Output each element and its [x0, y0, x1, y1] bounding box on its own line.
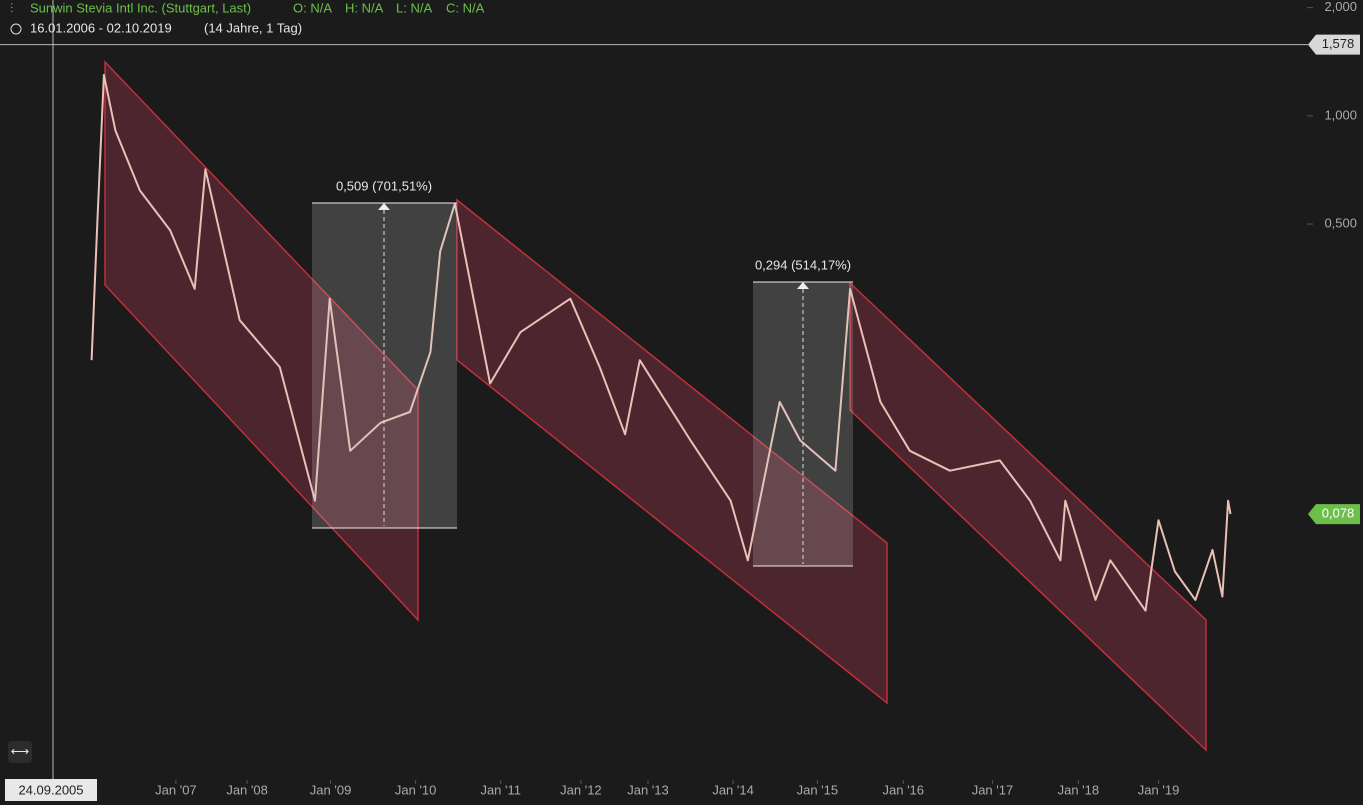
arrow-head: [797, 282, 809, 289]
x-tick-label: Jan '15: [797, 782, 839, 797]
ohlc: O: N/A: [293, 0, 332, 15]
price-line: [90, 73, 1232, 612]
clock-icon: [10, 23, 22, 35]
x-tick-label: Jan '08: [226, 782, 268, 797]
measure-label: 0,509 (701,51%): [336, 178, 432, 193]
scroll-icon: ⟷: [11, 743, 30, 758]
date-range: 16.01.2006 - 02.10.2019: [30, 20, 172, 35]
arrow-head: [378, 203, 390, 210]
x-tick-label: Jan '18: [1058, 782, 1100, 797]
x-tick-label: Jan '10: [395, 782, 437, 797]
crosshair-label: 24.09.2005: [18, 782, 83, 797]
icon: ⫶: [10, 0, 13, 15]
duration: (14 Jahre, 1 Tag): [204, 20, 302, 35]
x-tick-label: Jan '17: [972, 782, 1014, 797]
crosshair-tag: [5, 779, 97, 801]
x-tick-label: Jan '09: [310, 782, 352, 797]
y-tick-label: 0,500: [1324, 215, 1357, 230]
ohlc: L: N/A: [396, 0, 432, 15]
ohlc: C: N/A: [446, 0, 485, 15]
scroll-button[interactable]: [8, 741, 32, 763]
trend-channel: [849, 281, 1207, 752]
x-tick-label: Jan '14: [712, 782, 754, 797]
y-tick-label: 1,000: [1324, 107, 1357, 122]
price-tag-label: 0,078: [1322, 506, 1355, 521]
ohlc: H: N/A: [345, 0, 384, 15]
measure-label: 0,294 (514,17%): [755, 257, 851, 272]
x-tick-label: Jan '12: [560, 782, 602, 797]
x-tick-label: Jan '11: [480, 782, 521, 797]
x-tick-label: Jan '07: [155, 782, 197, 797]
x-tick-label: Jan '13: [627, 782, 669, 797]
price-tag: [1308, 504, 1360, 525]
price-tag: [1308, 34, 1360, 55]
x-tick-label: Jan '19: [1138, 782, 1180, 797]
trend-channel: [104, 60, 419, 622]
title: Sunwin Stevia Intl Inc. (Stuttgart, Last…: [30, 0, 251, 15]
y-tick-label: 2,000: [1324, 0, 1357, 14]
price-tag-label: 1,578: [1322, 36, 1355, 51]
trend-channel: [456, 198, 888, 705]
x-tick-label: Jan '16: [883, 782, 925, 797]
